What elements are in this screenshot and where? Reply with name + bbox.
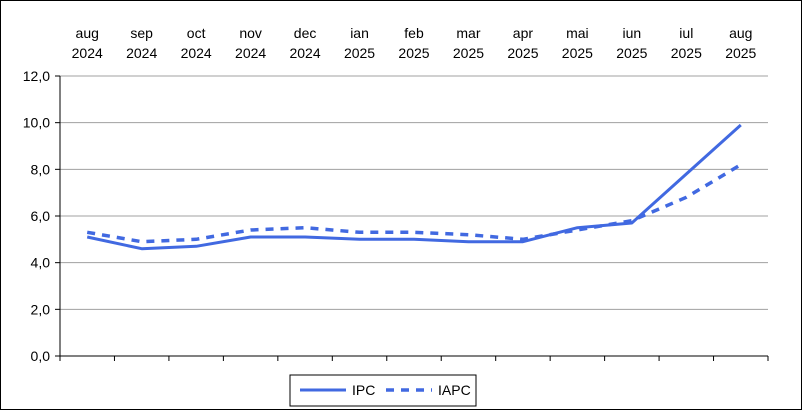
y-tick-label: 8,0 bbox=[31, 161, 51, 177]
legend-label-iapc: IAPC bbox=[438, 382, 471, 398]
x-tick-label-year: 2025 bbox=[507, 45, 538, 61]
x-axis-ticks: aug 2024 sep 2024 oct 2024 nov 2024 dec 2024 ian 20… bbox=[59, 25, 769, 361]
x-tick-label-month: dec bbox=[294, 25, 317, 41]
x-tick-label-month: sep bbox=[130, 25, 153, 41]
x-tick-label-month: ian bbox=[350, 25, 369, 41]
x-tick-label-year: 2024 bbox=[126, 45, 157, 61]
legend-label-ipc: IPC bbox=[352, 382, 375, 398]
x-tick-label-year: 2025 bbox=[562, 45, 593, 61]
x-tick-label-year: 2024 bbox=[72, 45, 103, 61]
x-tick-label-month: oct bbox=[187, 25, 206, 41]
x-tick-label-month: iul bbox=[679, 25, 693, 41]
x-tick-label-year: 2025 bbox=[344, 45, 375, 61]
x-tick-label-month: aug bbox=[76, 25, 99, 41]
legend: IPC IAPC bbox=[289, 374, 477, 407]
series-lines bbox=[86, 123, 742, 251]
series-line-ipc bbox=[86, 123, 742, 251]
series-line-iapc bbox=[86, 163, 742, 244]
x-tick-label-month: apr bbox=[513, 25, 534, 41]
x-tick-label-year: 2025 bbox=[616, 45, 647, 61]
x-tick-label-month: nov bbox=[239, 25, 262, 41]
x-tick-label-year: 2024 bbox=[181, 45, 212, 61]
y-tick-label: 6,0 bbox=[31, 208, 51, 224]
y-tick-label: 0,0 bbox=[31, 348, 51, 364]
y-tick-label: 10,0 bbox=[23, 115, 50, 131]
x-tick-label-year: 2024 bbox=[235, 45, 266, 61]
y-tick-label: 4,0 bbox=[31, 255, 51, 271]
x-tick-label-year: 2025 bbox=[453, 45, 484, 61]
x-tick-label-year: 2025 bbox=[725, 45, 756, 61]
y-tick-label: 12,0 bbox=[23, 68, 50, 84]
x-tick-label-month: feb bbox=[404, 25, 424, 41]
x-tick-label-month: aug bbox=[729, 25, 752, 41]
x-tick-label-year: 2024 bbox=[289, 45, 320, 61]
y-tick-label: 2,0 bbox=[31, 301, 51, 317]
x-tick-label-month: mar bbox=[456, 25, 480, 41]
x-tick-label-year: 2025 bbox=[671, 45, 702, 61]
y-axis-ticks: 0,0 2,0 4,0 6,0 8,0 10,0 12,0 bbox=[23, 68, 60, 364]
x-tick-label-year: 2025 bbox=[398, 45, 429, 61]
x-tick-label-month: iun bbox=[623, 25, 642, 41]
x-tick-label-month: mai bbox=[566, 25, 589, 41]
gridlines bbox=[60, 75, 768, 310]
